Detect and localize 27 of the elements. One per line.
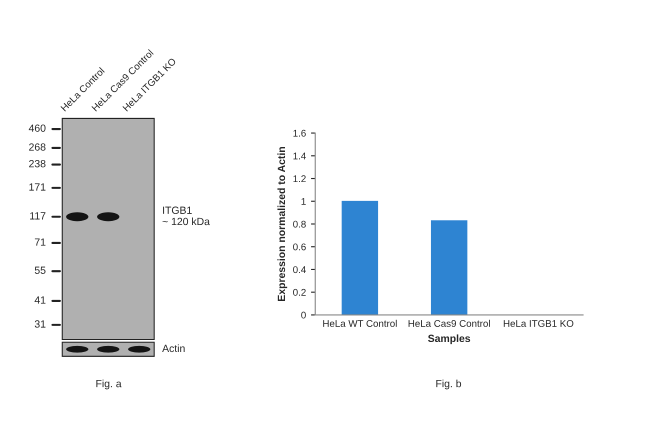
text: Fig. a [96, 380, 122, 390]
y-tick-label: 1.6 [293, 130, 306, 137]
text: 117 [30, 212, 46, 220]
text: 55 [34, 266, 46, 274]
y-tick-label: 0.2 [293, 288, 306, 296]
y-tick-label: 1.2 [293, 175, 306, 182]
text: 268 [29, 143, 46, 151]
y-tick-label: 0 [301, 312, 306, 319]
x-tick-label: HeLa Cas9 Control [408, 320, 490, 327]
text: 171 [29, 183, 46, 191]
y-tick-label: 0.6 [293, 243, 306, 250]
text: 41 [34, 296, 46, 304]
text: 71 [34, 238, 46, 246]
y-tick-label: 0.4 [293, 266, 306, 274]
y-tick-label: 1 [302, 198, 306, 205]
x-tick-label: HeLa WT Control [323, 320, 397, 327]
y-axis-title: Expression normalized to Actin [277, 146, 288, 301]
text: ITGB1 ~ 120 kDa [162, 206, 210, 226]
y-tick-label: 0.8 [293, 220, 306, 228]
text: Fig. b [436, 380, 462, 390]
x-axis-title: Samples [428, 334, 470, 344]
text: 460 [28, 124, 46, 132]
x-tick-label: HeLa ITGB1 KO [504, 320, 574, 327]
y-tick-label: 1.4 [293, 152, 306, 160]
text: 31 [34, 320, 46, 328]
text: 238 [29, 160, 46, 168]
text: Actin [162, 344, 185, 352]
